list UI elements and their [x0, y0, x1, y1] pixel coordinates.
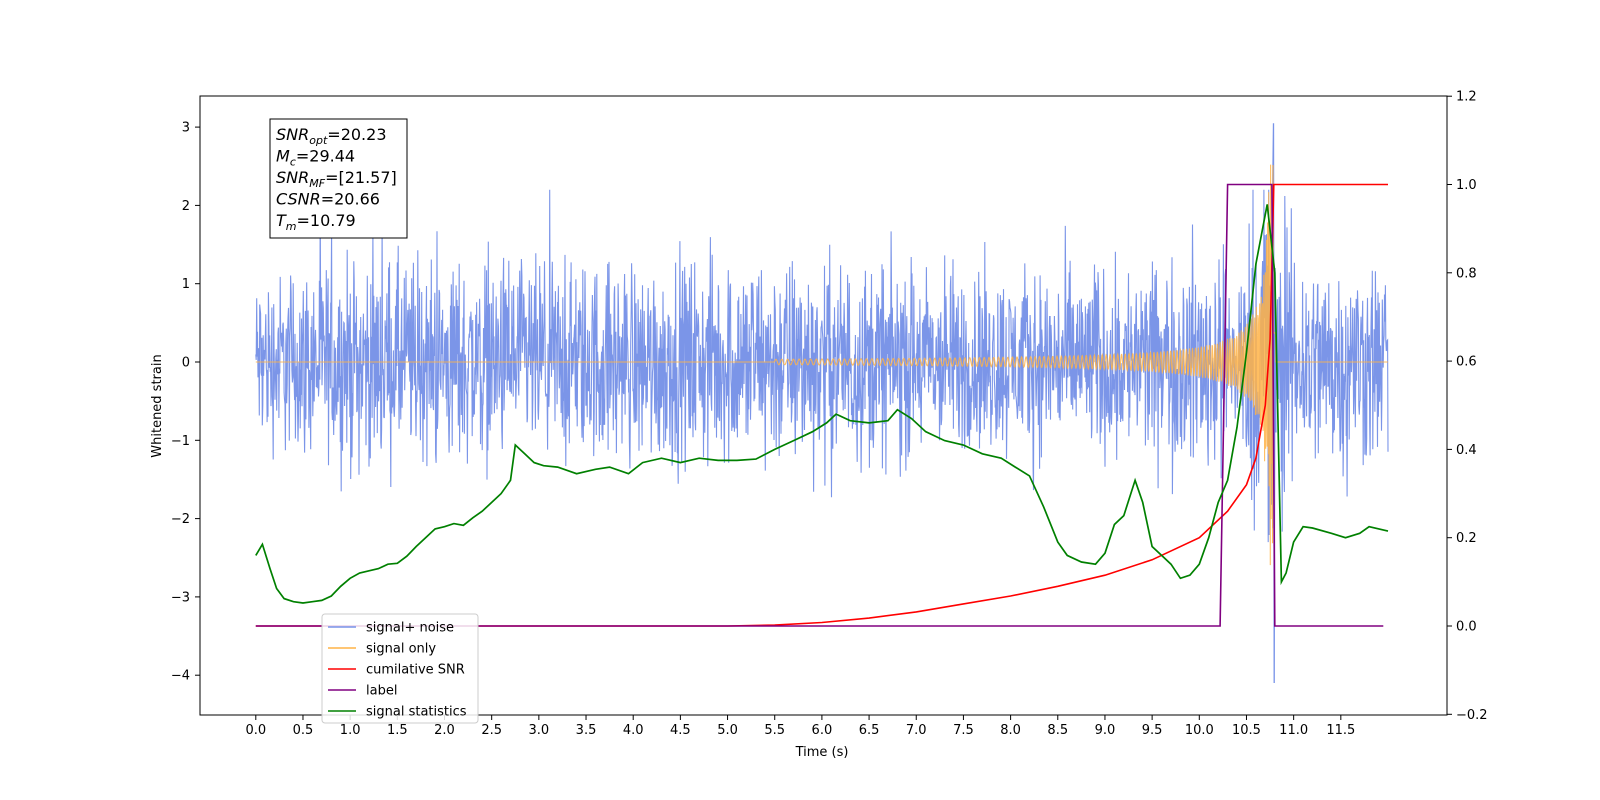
- x-tick-label: 3.5: [576, 723, 597, 738]
- annotation-line: SNRopt=20.23: [276, 125, 387, 147]
- x-tick-label: 0.0: [245, 723, 266, 738]
- y-tick-label-left: −4: [171, 669, 190, 684]
- annotation-frame: [269, 118, 408, 239]
- signal-noise-trace: [255, 123, 1389, 684]
- stats-annotation-box: SNRopt=20.23Mc=29.44SNRMF=[21.57]CSNR=20…: [269, 118, 408, 239]
- plot-frame: [199, 95, 1448, 716]
- x-tick-label: 3.0: [529, 723, 550, 738]
- y-tick-label-left: 3: [182, 121, 190, 136]
- signal-statistics-trace: [255, 204, 1389, 604]
- x-tick-label: 10.0: [1185, 723, 1214, 738]
- legend-entry: cumilative SNR: [366, 663, 465, 678]
- label-trace: [255, 183, 1384, 627]
- y-tick-label-left: 1: [182, 277, 190, 292]
- y-axis-right: 1.2 1.0 0.8 0.6 0.4 0.2 0.0 −0.2: [1447, 90, 1488, 723]
- x-tick-label: 2.0: [434, 723, 455, 738]
- legend-entry: signal+ noise: [366, 621, 454, 636]
- x-tick-label: 1.5: [387, 723, 408, 738]
- y-tick-label-left: 0: [182, 356, 190, 371]
- x-axis: 0.0 0.5 1.0 1.5 2.0 2.5 3.0 3.5 4.0 4.5 5.0 5.5 6.0 6…: [245, 715, 1355, 738]
- annotation-line: Mc=29.44: [276, 147, 355, 169]
- x-tick-label: 7.0: [906, 723, 927, 738]
- y-axis-label: Whitened strain: [150, 354, 165, 457]
- x-tick-label: 7.5: [953, 723, 974, 738]
- x-tick-label: 5.5: [764, 723, 785, 738]
- cumulative-snr-trace: [255, 183, 1388, 627]
- x-tick-label: 2.5: [481, 723, 502, 738]
- y-tick-label-right: 0.0: [1456, 620, 1477, 635]
- y-tick-label-right: 0.2: [1456, 531, 1477, 546]
- x-tick-label: 9.0: [1095, 723, 1116, 738]
- legend-entry: label: [366, 684, 397, 699]
- x-tick-label: 9.5: [1142, 723, 1163, 738]
- signal-statistics-line: [255, 204, 1389, 604]
- x-tick-label: 1.0: [340, 723, 361, 738]
- signal-only-trace: [255, 164, 1388, 566]
- y-tick-label-left: −2: [171, 512, 190, 527]
- x-tick-label: 6.5: [859, 723, 880, 738]
- x-tick-label: 4.5: [670, 723, 691, 738]
- legend-entry: signal only: [366, 642, 436, 657]
- legend-entry: signal statistics: [366, 705, 467, 720]
- label-line: [255, 183, 1384, 627]
- x-tick-label: 0.5: [293, 723, 314, 738]
- y-tick-label-right: 0.6: [1456, 355, 1477, 370]
- legend-frame: [321, 613, 479, 724]
- x-tick-label: 6.0: [812, 723, 833, 738]
- cumulative-snr-line: [255, 183, 1388, 627]
- y-tick-label-right: −0.2: [1456, 708, 1488, 723]
- x-tick-label: 11.0: [1279, 723, 1308, 738]
- y-tick-label-left: 2: [182, 199, 190, 214]
- y-tick-label-left: −3: [171, 590, 190, 605]
- x-tick-label: 10.5: [1232, 723, 1261, 738]
- x-tick-label: 8.5: [1047, 723, 1068, 738]
- x-tick-label: 5.0: [717, 723, 738, 738]
- y-tick-label-right: 1.0: [1456, 178, 1477, 193]
- y-axis-left: 3 2 1 0 −1 −2 −3 −4: [171, 121, 200, 684]
- y-tick-label-right: 0.8: [1456, 266, 1477, 281]
- y-tick-label-right: 1.2: [1456, 90, 1477, 105]
- annotation-line: CSNR=20.66: [276, 190, 380, 209]
- annotation-line: Tm=10.79: [276, 211, 356, 233]
- x-tick-label: 8.0: [1000, 723, 1021, 738]
- legend: signal+ noise signal only cumilative SNR la…: [321, 613, 479, 724]
- y-tick-label-right: 0.4: [1456, 443, 1477, 458]
- x-tick-label: 4.0: [623, 723, 644, 738]
- x-axis-label: Time (s): [795, 745, 849, 760]
- signal-only-line: [255, 164, 1388, 566]
- x-tick-label: 11.5: [1326, 723, 1355, 738]
- y-tick-label-left: −1: [171, 434, 190, 449]
- annotation-line: SNRMF=[21.57]: [276, 168, 397, 190]
